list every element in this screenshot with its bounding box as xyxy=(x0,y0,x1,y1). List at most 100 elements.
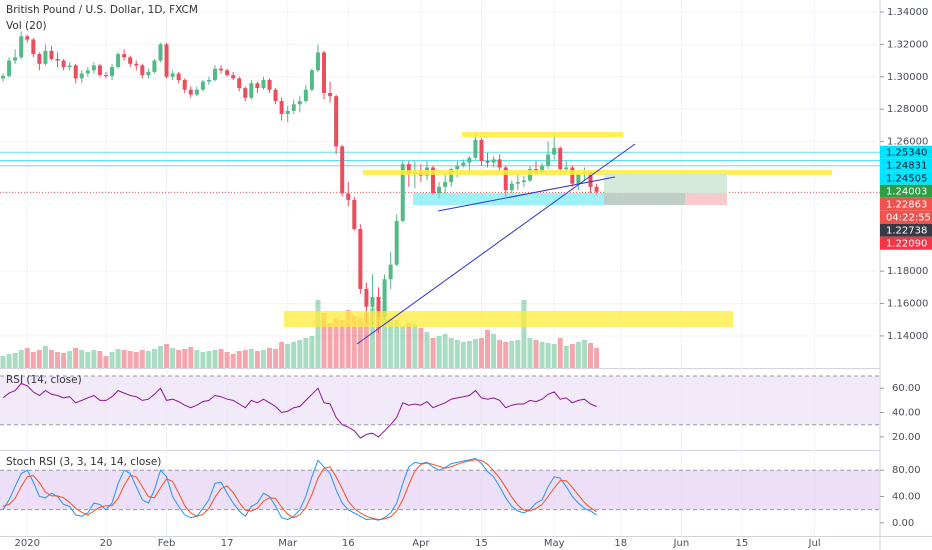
volume-bar xyxy=(157,346,163,368)
volume-bar xyxy=(188,347,194,368)
y-tick-label: 20.00 xyxy=(892,432,921,443)
volume-bar xyxy=(48,350,54,368)
trend-line xyxy=(356,143,636,345)
candle-body xyxy=(594,186,599,192)
candle-body xyxy=(43,50,48,64)
x-tick-label: May xyxy=(544,538,565,549)
candle-body xyxy=(85,70,90,74)
candle-body xyxy=(261,80,266,89)
candle-body xyxy=(152,60,157,72)
candle-body xyxy=(400,164,405,221)
volume-bar xyxy=(345,310,351,368)
volume-bar xyxy=(218,349,224,368)
candle-body xyxy=(122,54,127,58)
candle-body xyxy=(170,73,175,77)
volume-bar xyxy=(448,338,454,368)
candle-body xyxy=(67,65,72,68)
candle-body xyxy=(182,80,187,90)
price-label-bg xyxy=(880,145,932,159)
price-label: 1.24831 xyxy=(886,160,927,171)
candle-body xyxy=(237,78,242,89)
candle-body xyxy=(140,65,145,76)
candle-body xyxy=(13,57,18,61)
x-tick-label: Feb xyxy=(158,538,176,549)
price-label-bg xyxy=(880,158,932,172)
candle-body xyxy=(91,65,96,71)
y-tick-label: 1.32000 xyxy=(887,39,928,50)
candle-body xyxy=(110,67,115,76)
y-tick-label: 1.14000 xyxy=(887,331,928,342)
rsi-title: RSI (14, close) xyxy=(6,374,82,386)
price-label: 04:22:55 xyxy=(886,212,931,223)
volume-bar xyxy=(36,350,42,368)
candle-body xyxy=(509,183,514,191)
y-tick-label: 1.28000 xyxy=(887,104,928,115)
candle-body xyxy=(394,220,399,265)
y-tick-label: 60.00 xyxy=(892,383,921,394)
volume-bar xyxy=(24,348,30,368)
volume-bar xyxy=(563,346,569,368)
volume-bar xyxy=(509,341,515,368)
volume-bar xyxy=(85,352,91,368)
volume-bar xyxy=(557,338,563,368)
candle-body xyxy=(576,173,581,184)
candle-body xyxy=(431,167,436,194)
candle-body xyxy=(491,159,496,163)
candle-body xyxy=(473,139,478,158)
volume-bar xyxy=(91,350,97,368)
volume-bar xyxy=(260,350,266,368)
candle-body xyxy=(273,89,278,102)
drawings xyxy=(284,132,832,345)
volume-bar xyxy=(551,344,557,368)
volume-bar xyxy=(133,352,139,368)
candle-body xyxy=(340,146,345,194)
volume-bar xyxy=(581,340,587,368)
volume-bar xyxy=(376,316,382,368)
candle-body xyxy=(521,180,526,183)
candle-body xyxy=(588,172,593,187)
stoch-d-line xyxy=(2,459,597,521)
candle-body xyxy=(55,58,60,61)
volume-bar xyxy=(151,349,157,368)
volume-bar xyxy=(497,340,503,368)
candle-body xyxy=(382,279,387,317)
volume-bar xyxy=(285,344,291,368)
volume-bar xyxy=(539,342,545,368)
candle-body xyxy=(346,193,351,200)
volume-bar xyxy=(327,323,333,368)
candle-body xyxy=(558,148,563,170)
x-tick-label: 17 xyxy=(221,538,234,549)
support-zone xyxy=(413,193,604,205)
candle-body xyxy=(328,92,333,97)
x-tick-label: Mar xyxy=(278,538,298,549)
volume-bar xyxy=(30,352,36,368)
candle-body xyxy=(297,101,302,105)
volume-bar xyxy=(18,350,24,368)
volume-bar xyxy=(515,340,521,368)
volume-bar xyxy=(254,351,260,368)
candle-body xyxy=(461,162,466,166)
x-tick-label: 15 xyxy=(736,538,749,549)
candle-body xyxy=(267,80,272,90)
candle-body xyxy=(49,50,54,59)
price-label-bg xyxy=(880,210,932,224)
volume-bar xyxy=(61,353,67,368)
trend-line xyxy=(437,176,616,212)
candle-body xyxy=(467,157,472,163)
candle-body xyxy=(309,70,314,90)
volume-bar xyxy=(103,356,109,368)
candle-body xyxy=(388,264,393,280)
candle-body xyxy=(352,199,357,230)
volume-bar xyxy=(164,344,170,368)
x-tick-label: 2020 xyxy=(15,538,40,549)
volume-bar xyxy=(224,352,230,368)
volume-bar xyxy=(73,348,79,368)
volume-bar xyxy=(121,350,127,368)
volume-bar xyxy=(527,338,533,368)
candle-body xyxy=(285,110,290,115)
volume-bar xyxy=(436,336,442,368)
candle-body xyxy=(146,71,151,76)
volume-bar xyxy=(594,348,600,368)
volume-bar xyxy=(575,342,581,368)
